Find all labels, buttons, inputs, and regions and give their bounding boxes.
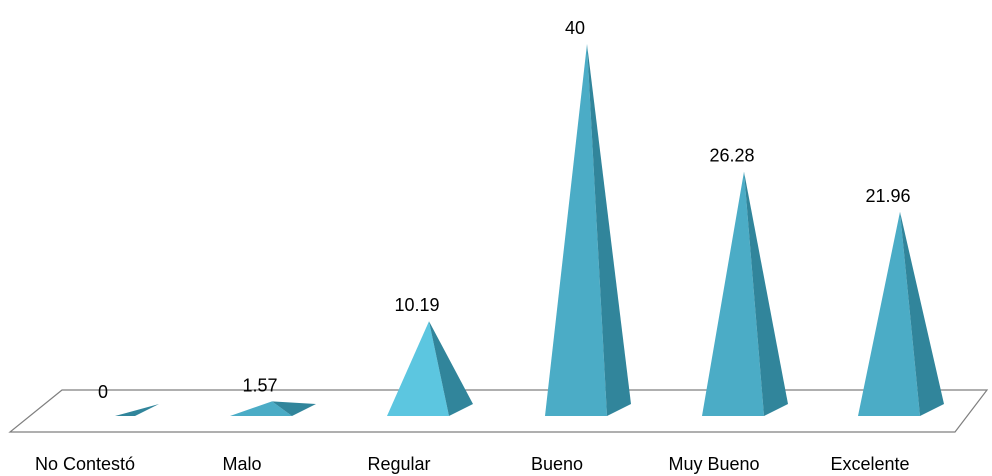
value-label: 26.28 — [709, 146, 754, 166]
pyramid-front-face — [858, 211, 920, 416]
pyramid-front-face — [387, 321, 449, 416]
category-label: Muy Bueno — [668, 454, 759, 474]
value-label: 40 — [565, 18, 585, 38]
category-label: Regular — [367, 454, 430, 474]
pyramid-side-face — [115, 404, 159, 416]
value-label: 1.57 — [242, 375, 277, 395]
value-label-group: 0 1.57 10.19 40 26.28 21.96 — [98, 18, 911, 402]
pyramid-side-face — [429, 321, 473, 416]
category-label: Malo — [222, 454, 261, 474]
pyramid-side-face — [587, 44, 631, 416]
value-label: 10.19 — [394, 295, 439, 315]
pyramid-side-face — [744, 171, 788, 416]
pyramid-side-face — [272, 401, 316, 416]
category-label: Bueno — [531, 454, 583, 474]
chart-floor — [8, 389, 989, 433]
pyramid-front-face — [545, 44, 607, 416]
value-label: 0 — [98, 382, 108, 402]
pyramid-front-face — [702, 171, 764, 416]
bar-group — [115, 44, 944, 416]
category-label: Excelente — [830, 454, 909, 474]
category-label-group: No Contestó Malo Regular Bueno Muy Bueno Exce… — [35, 454, 910, 474]
pyramid-front-face — [230, 401, 292, 416]
pyramid-side-face — [900, 211, 944, 416]
category-label: No Contestó — [35, 454, 135, 474]
value-label: 21.96 — [865, 186, 910, 206]
